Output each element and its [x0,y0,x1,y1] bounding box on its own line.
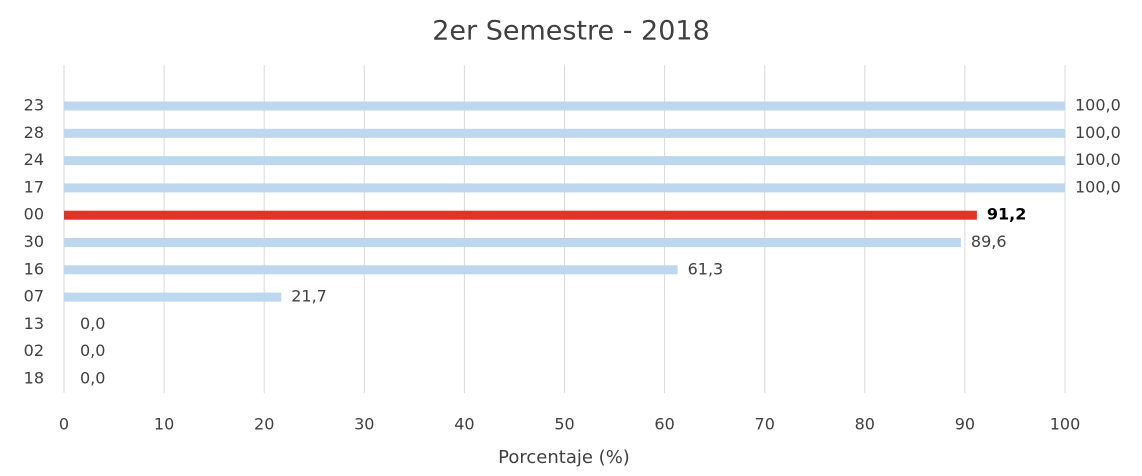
x-tick-label: 70 [755,415,775,434]
value-label: 100,0 [1075,177,1121,196]
y-tick-label: 23 [24,96,44,115]
bar [64,128,1065,138]
chart-title: 2er Semestre - 2018 [432,16,710,47]
x-tick-label: 100 [1050,415,1081,434]
x-tick-label: 30 [354,415,374,434]
y-tick-label: 00 [24,205,44,224]
value-label: 89,6 [971,232,1007,251]
x-tick-label: 10 [154,415,174,434]
y-tick-label: 17 [24,177,44,196]
bar [64,101,1065,111]
bar [64,210,977,220]
y-tick-label: 16 [24,259,44,278]
value-label: 0,0 [80,369,105,388]
x-axis-label: Porcentaje (%) [498,447,630,468]
y-tick-label: 02 [24,341,44,360]
value-label: 21,7 [291,287,327,306]
bar [64,238,961,247]
value-label: 100,0 [1075,96,1121,115]
x-tick-label: 50 [554,415,574,434]
value-label: 100,0 [1075,123,1121,142]
x-tick-label: 0 [59,415,69,434]
bar [64,292,282,302]
y-tick-label: 18 [24,369,44,388]
x-tick-label: 60 [654,415,674,434]
x-tick-label: 80 [855,415,875,434]
bar [64,265,678,275]
value-label: 100,0 [1075,150,1121,169]
value-label: 0,0 [80,314,105,333]
y-tick-label: 24 [24,150,44,169]
y-tick-label: 30 [24,232,44,251]
y-tick-label: 28 [24,123,44,142]
x-tick-label: 40 [454,415,474,434]
bar [64,183,1065,193]
y-tick-label: 13 [24,314,44,333]
value-label: 61,3 [688,259,724,278]
value-label: 0,0 [80,341,105,360]
value-label: 91,2 [987,205,1026,224]
bar [64,156,1065,166]
y-tick-label: 07 [24,287,44,306]
x-tick-label: 90 [955,415,975,434]
x-tick-label: 20 [254,415,274,434]
